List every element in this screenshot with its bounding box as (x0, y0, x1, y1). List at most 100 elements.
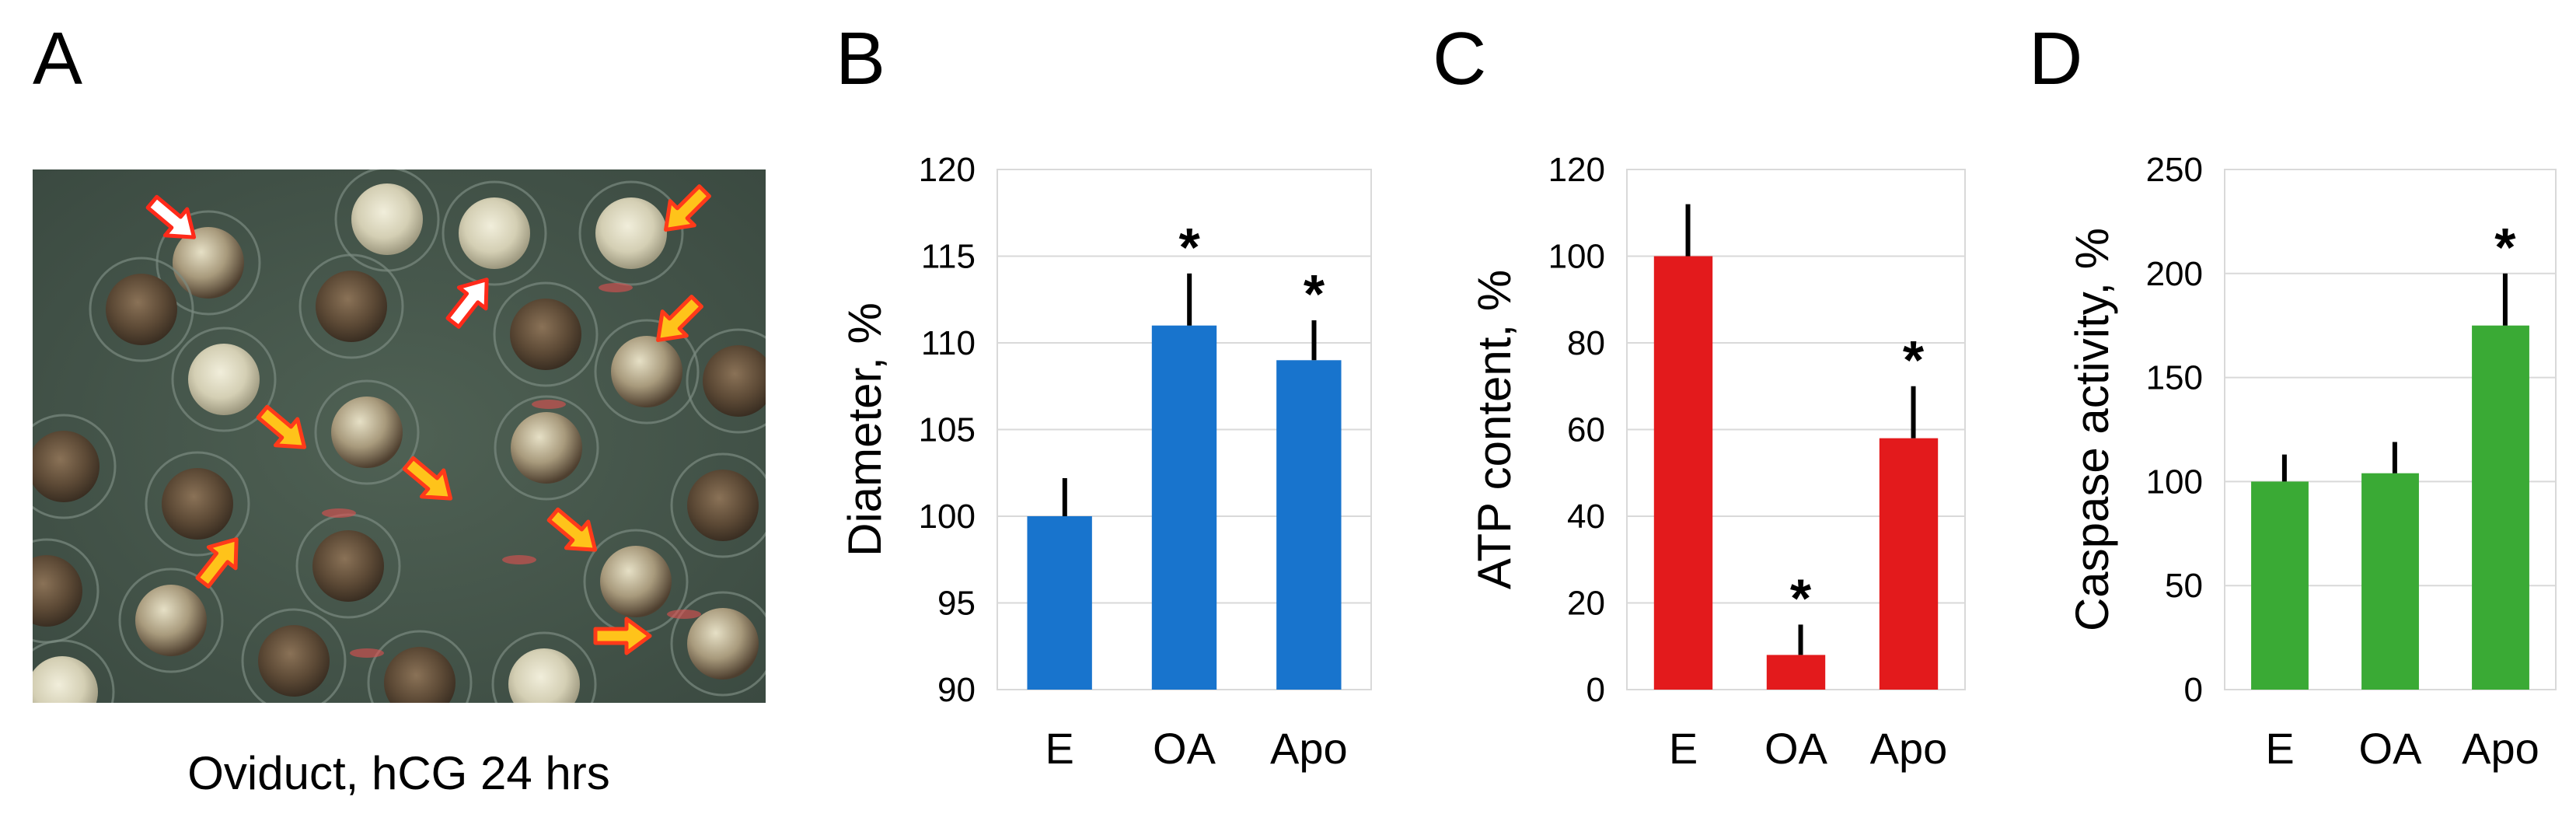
y-tick-label: 90 (937, 671, 976, 709)
bar (2472, 325, 2529, 690)
egg-envelope (493, 281, 599, 387)
bar (1766, 655, 1826, 690)
x-category-label: OA (1153, 724, 1216, 773)
y-tick-label: 150 (2146, 359, 2203, 397)
chart-c: 0 20 40 60 80 100 120 E * OA * Apo ATP content, % (1468, 151, 1966, 773)
pointer-arrow-icon (664, 184, 711, 232)
significance-star: * (1304, 264, 1325, 324)
bar (2361, 473, 2419, 690)
pointer-arrow-icon (402, 456, 453, 501)
pointer-arrow-icon (656, 295, 703, 342)
egg (188, 344, 260, 415)
egg (173, 227, 244, 299)
egg-envelope (171, 327, 277, 432)
bar (1653, 256, 1713, 690)
egg (600, 546, 672, 617)
significance-star: * (1179, 217, 1201, 278)
y-tick-label: 0 (1586, 671, 1605, 709)
egg (135, 585, 207, 656)
red-tissue-fragment (532, 400, 566, 409)
panel-d-letter: D (2029, 17, 2082, 100)
egg (611, 336, 682, 407)
egg-envelope (686, 328, 766, 434)
y-axis-title: Caspase activity, % (2066, 228, 2118, 631)
egg-envelope (314, 379, 420, 485)
x-category-label: Apo (2462, 724, 2539, 773)
y-tick-label: 40 (1567, 498, 1605, 536)
pointer-arrow-icon (445, 278, 489, 329)
egg (33, 555, 82, 627)
egg (258, 625, 330, 697)
egg-envelope (442, 180, 547, 286)
egg-envelope (155, 210, 261, 316)
y-tick-label: 200 (2146, 255, 2203, 293)
egg (508, 648, 580, 703)
egg (312, 530, 384, 602)
y-tick-label: 100 (919, 498, 976, 536)
egg-envelope (594, 319, 700, 424)
egg (459, 197, 530, 269)
panel-c-letter: C (1433, 17, 1486, 100)
egg-envelope (578, 180, 684, 286)
egg-envelope (33, 414, 117, 519)
egg (316, 271, 387, 342)
egg (106, 274, 177, 345)
significance-star: * (1790, 568, 1812, 628)
chart-d: 0 50 100 150 200 250 E OA * Apo Caspase activity, … (2066, 151, 2557, 773)
bar (1879, 438, 1939, 690)
y-tick-label: 80 (1567, 324, 1605, 362)
y-axis-title: Diameter, % (839, 302, 891, 557)
egg-envelope (494, 395, 599, 501)
egg-envelope (670, 452, 766, 558)
egg (33, 431, 99, 502)
egg (687, 470, 759, 541)
x-category-label: Apo (1870, 724, 1948, 773)
chart-b: 90 95 100 105 110 115 120 E * OA * Apo Diameter, % (839, 151, 1372, 773)
pointer-arrow-icon (593, 617, 652, 655)
egg (595, 197, 667, 269)
egg (384, 647, 456, 703)
egg-envelope (367, 630, 473, 703)
y-tick-label: 120 (1548, 151, 1605, 189)
y-tick-label: 0 (2184, 671, 2203, 709)
y-tick-label: 105 (919, 411, 976, 449)
egg-envelope (334, 169, 440, 272)
x-category-label: E (1045, 724, 1073, 773)
bar (1151, 325, 1217, 690)
egg-envelope (33, 538, 99, 644)
red-tissue-fragment (502, 555, 536, 564)
panel-a-letter: A (33, 17, 82, 100)
charts-group: 90 95 100 105 110 115 120 E * OA * Apo Diameter, % 0 2… (839, 151, 2557, 773)
egg-envelope (145, 451, 250, 557)
egg (351, 183, 423, 255)
egg-group (33, 169, 766, 703)
x-category-label: E (2265, 724, 2294, 773)
panel-a-caption: Oviduct, hCG 24 hrs (187, 747, 610, 799)
y-tick-label: 120 (919, 151, 976, 189)
red-tissue-fragment (322, 508, 356, 518)
egg-envelope (241, 608, 347, 703)
egg (703, 345, 766, 417)
significance-star: * (1903, 330, 1925, 390)
pointer-arrow-icon (195, 537, 239, 589)
egg (511, 412, 582, 484)
arrow-group (145, 184, 711, 655)
x-category-label: OA (2359, 724, 2423, 773)
y-tick-label: 100 (2146, 463, 2203, 501)
red-tissue-fragment (350, 648, 384, 658)
y-tick-label: 100 (1548, 238, 1605, 276)
x-category-label: Apo (1270, 724, 1348, 773)
y-tick-label: 20 (1567, 585, 1605, 623)
x-category-label: OA (1764, 724, 1828, 773)
panel-b-letter: B (836, 17, 885, 100)
y-tick-label: 50 (2165, 567, 2203, 605)
egg (162, 468, 233, 540)
y-tick-label: 250 (2146, 151, 2203, 189)
egg (33, 656, 98, 703)
bar (1027, 516, 1092, 690)
y-tick-label: 110 (921, 324, 976, 362)
y-tick-label: 115 (921, 238, 976, 276)
egg-envelope (118, 568, 224, 673)
pointer-arrow-icon (546, 507, 598, 552)
